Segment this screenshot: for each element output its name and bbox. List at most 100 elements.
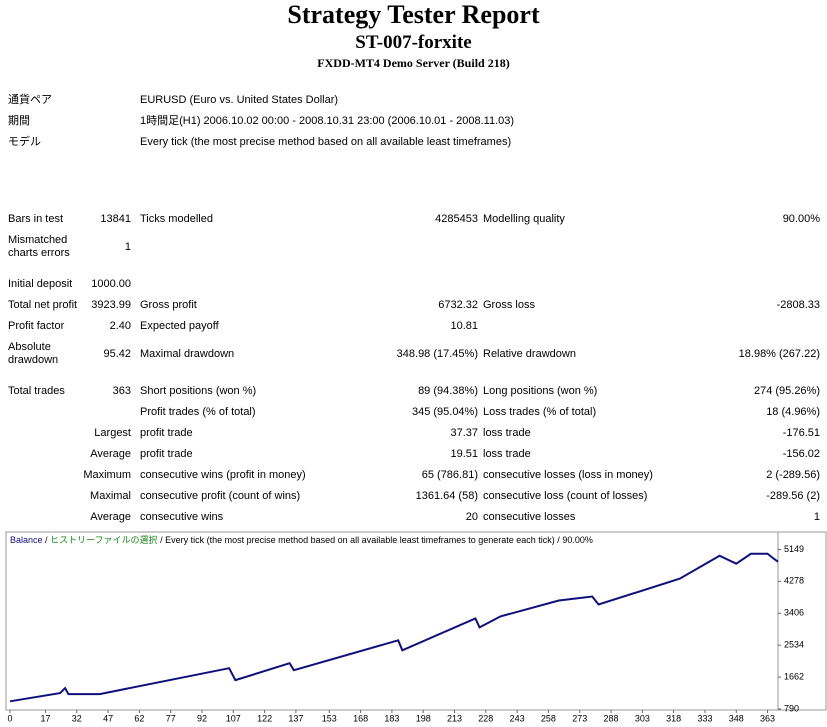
x-tick-label: 17: [40, 713, 50, 723]
x-tick-label: 0: [7, 713, 12, 723]
info-value: EURUSD (Euro vs. United States Dollar): [140, 94, 339, 106]
report-subtitle: ST-007-forxite: [355, 32, 472, 53]
stat-value: 2 (-289.56): [766, 469, 820, 481]
caption-part: Every tick (the most precise method base…: [165, 535, 555, 545]
stat-value: -289.56 (2): [766, 490, 820, 502]
stat-label: consecutive wins (profit in money): [140, 469, 306, 481]
stat-value: 19.51: [450, 448, 478, 460]
x-tick-label: 122: [257, 713, 272, 723]
stat-label: Total trades: [8, 385, 65, 397]
stat-value: 89 (94.38%): [418, 385, 478, 397]
stat-label: consecutive profit (count of wins): [140, 490, 301, 502]
caption-separator: /: [160, 535, 163, 545]
y-tick-label: 790: [784, 703, 799, 713]
x-tick-label: 47: [103, 713, 113, 723]
info-label: 期間: [8, 115, 30, 127]
stat-value: 90.00%: [782, 213, 820, 225]
y-tick-label: 1662: [784, 671, 804, 681]
balance-line: [9, 552, 779, 703]
stat-value: 2.40: [109, 320, 131, 332]
caption-separator: /: [45, 535, 48, 545]
stat-label: Gross profit: [140, 299, 197, 311]
y-tick-label: 3406: [784, 608, 804, 618]
stat-value: 274 (95.26%): [753, 385, 820, 397]
stat-value: 18 (4.96%): [766, 406, 820, 418]
x-tick-label: 32: [72, 713, 82, 723]
x-tick-label: 228: [478, 713, 493, 723]
stat-label: Initial deposit: [8, 278, 73, 290]
y-tick-label: 2534: [784, 640, 804, 650]
stat-label: Bars in test: [8, 213, 64, 225]
stat-value: 20: [465, 511, 478, 523]
stat-label: Profit factor: [8, 320, 65, 332]
stat-label: Ticks modelled: [140, 213, 213, 225]
stat-label: Absolute drawdown: [8, 341, 59, 366]
y-tick-label: 4278: [784, 576, 804, 586]
stat-label: Mismatched charts errors: [8, 234, 70, 259]
stat-value: 1361.64 (58): [415, 490, 478, 502]
stat-label: loss trade: [483, 427, 531, 439]
x-tick-label: 348: [729, 713, 744, 723]
x-tick-label: 258: [541, 713, 556, 723]
stat-label: Maximal: [90, 490, 131, 502]
chart-frame: [5, 531, 827, 711]
stat-value: -176.51: [782, 427, 820, 439]
chart-caption: Balance / ヒストリーファイルの選択 / Every tick (the…: [10, 534, 593, 545]
stat-label: Gross loss: [483, 299, 535, 311]
info-value: 1時間足(H1) 2006.10.02 00:00 - 2008.10.31 2…: [140, 115, 515, 127]
stat-label: Average: [90, 511, 131, 523]
x-tick-label: 213: [447, 713, 462, 723]
stat-value: 345 (95.04%): [411, 406, 478, 418]
stat-label: Average: [90, 448, 131, 460]
stat-value: 363: [112, 385, 131, 397]
legend-series: Balance: [10, 535, 43, 545]
stat-label: consecutive losses: [483, 511, 576, 523]
x-tick-label: 62: [134, 713, 144, 723]
stat-value: 65 (786.81): [421, 469, 478, 481]
x-tick-label: 183: [384, 713, 399, 723]
x-tick-label: 77: [166, 713, 176, 723]
stat-label: Expected payoff: [140, 320, 219, 332]
x-tick-label: 168: [353, 713, 368, 723]
stat-value: 10.81: [450, 320, 478, 332]
stat-label: Loss trades (% of total): [483, 406, 597, 418]
x-tick-label: 318: [666, 713, 681, 723]
stat-label: Total net profit: [8, 299, 78, 311]
stat-label: consecutive losses (loss in money): [483, 469, 653, 481]
stat-value: -156.02: [782, 448, 820, 460]
stat-value: 18.98% (267.22): [738, 348, 820, 360]
info-label: モデル: [8, 136, 41, 148]
stat-value: 348.98 (17.45%): [396, 348, 478, 360]
stat-label: consecutive loss (count of losses): [483, 490, 648, 502]
server-name: FXDD-MT4 Demo Server (Build 218): [317, 56, 510, 70]
x-tick-label: 288: [604, 713, 619, 723]
stat-value: 95.42: [103, 348, 131, 360]
stat-value: 37.37: [450, 427, 478, 439]
x-tick-label: 363: [760, 713, 775, 723]
report-title: Strategy Tester Report: [287, 0, 540, 29]
x-tick-label: 303: [635, 713, 650, 723]
stat-value: 1: [124, 241, 131, 253]
stat-value: 1000.00: [91, 278, 131, 290]
x-tick-label: 153: [322, 713, 337, 723]
stat-label: loss trade: [483, 448, 531, 460]
stat-value: -2808.33: [776, 299, 820, 311]
stat-label: Short positions (won %): [140, 385, 257, 397]
stat-value: 4285453: [435, 213, 478, 225]
caption-separator: /: [557, 535, 560, 545]
stat-value: 6732.32: [438, 299, 478, 311]
stat-value: 1: [813, 511, 820, 523]
stat-label: Largest: [94, 427, 131, 439]
x-tick-label: 333: [697, 713, 712, 723]
info-label: 通貨ペア: [8, 94, 52, 106]
x-tick-label: 273: [572, 713, 587, 723]
x-tick-label: 92: [197, 713, 207, 723]
stat-label: profit trade: [140, 448, 193, 460]
y-tick-label: 5149: [784, 544, 804, 554]
info-value: Every tick (the most precise method base…: [140, 136, 512, 148]
stat-label: profit trade: [140, 427, 193, 439]
x-tick-label: 243: [510, 713, 525, 723]
caption-part: ヒストリーファイルの選択: [50, 534, 157, 545]
x-tick-label: 137: [288, 713, 303, 723]
stat-label: Maximal drawdown: [140, 348, 235, 360]
